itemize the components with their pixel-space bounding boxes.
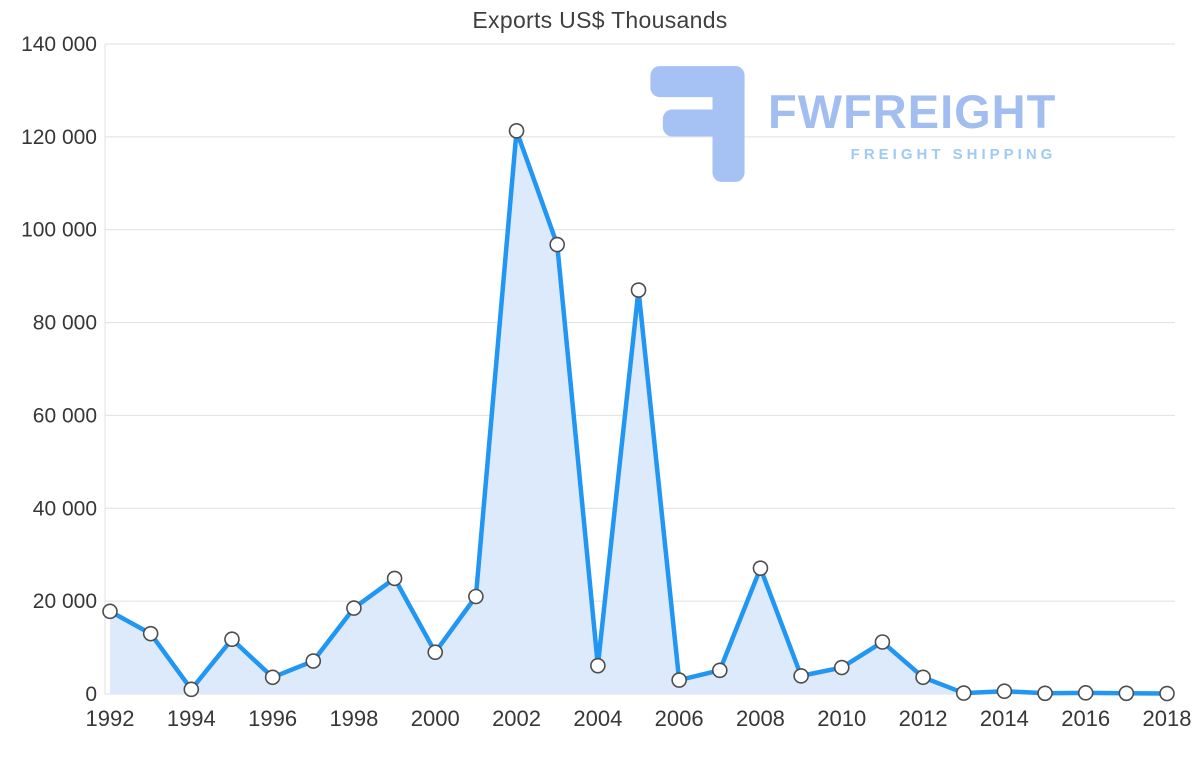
data-point-2005	[630, 282, 647, 298]
x-axis-label: 2002	[492, 706, 541, 731]
y-axis-label: 100 000	[21, 219, 97, 242]
y-axis-label: 120 000	[21, 126, 97, 149]
y-axis-label: 80 000	[33, 312, 97, 335]
data-point-1995	[224, 631, 240, 648]
data-point-2016	[1077, 685, 1094, 701]
y-axis-label: 20 000	[33, 590, 97, 613]
data-point-2013	[955, 685, 972, 701]
data-point-2002	[508, 123, 525, 139]
data-point-2008	[752, 560, 769, 576]
x-axis-label: 2006	[655, 706, 704, 731]
x-axis-label: 1994	[167, 706, 216, 731]
data-point-2009	[793, 668, 809, 684]
x-axis-label: 2004	[573, 706, 622, 731]
x-axis-label: 2008	[736, 706, 785, 731]
data-point-2004	[590, 657, 606, 674]
x-axis-label: 2016	[1061, 706, 1110, 731]
data-point-1996	[264, 669, 281, 686]
x-axis-label: 2010	[817, 706, 866, 731]
data-point-1993	[142, 625, 159, 642]
x-axis-label: 1996	[248, 706, 297, 731]
x-axis-label: 2014	[980, 706, 1029, 731]
data-point-2017	[1118, 685, 1135, 702]
data-point-2010	[833, 659, 850, 676]
y-axis-label: 140 000	[21, 33, 97, 56]
data-point-1997	[305, 653, 322, 669]
data-point-1992	[102, 603, 118, 620]
x-axis-label: 2000	[411, 706, 460, 731]
data-point-2012	[915, 669, 931, 686]
data-point-2018	[1159, 685, 1175, 702]
x-axis-label: 2012	[899, 706, 948, 731]
x-axis-label: 1992	[86, 706, 135, 731]
x-axis-label: 2018	[1143, 706, 1192, 731]
data-point-2000	[427, 644, 444, 661]
data-point-1994	[183, 681, 200, 698]
data-point-1999	[386, 570, 403, 587]
area-fill	[110, 130, 1167, 694]
data-point-2014	[996, 683, 1013, 700]
data-point-2015	[1037, 685, 1053, 702]
data-point-2007	[712, 662, 728, 679]
data-point-2001	[468, 588, 484, 605]
y-axis-label: 40 000	[33, 497, 97, 520]
data-point-2003	[549, 236, 565, 253]
chart-title: Exports US$ Thousands	[472, 7, 728, 33]
y-axis-label: 60 000	[33, 404, 97, 427]
data-point-2006	[671, 672, 687, 688]
data-point-1998	[346, 600, 362, 616]
x-axis-label: 1998	[329, 706, 378, 731]
data-point-2011	[874, 634, 891, 650]
y-axis-label: 0	[85, 683, 97, 706]
